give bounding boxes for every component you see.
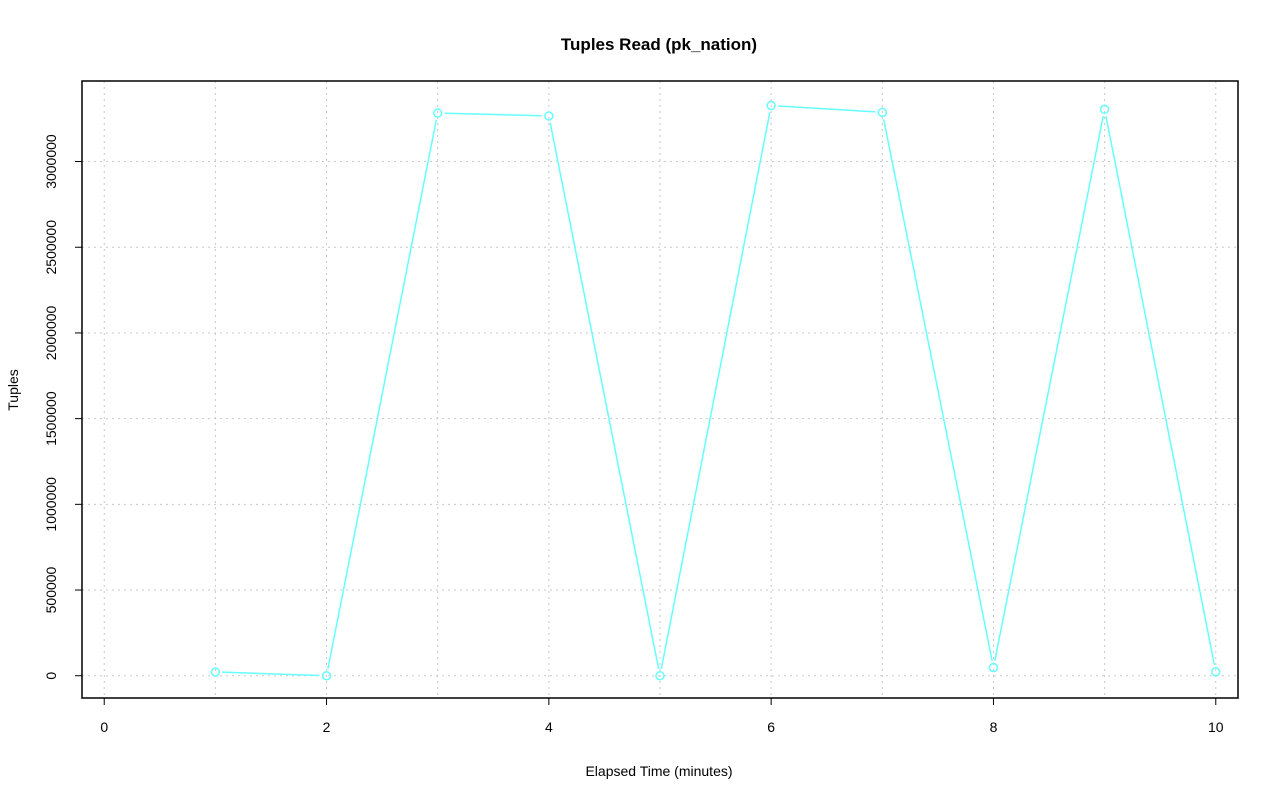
data-point bbox=[655, 670, 665, 681]
data-point bbox=[877, 107, 888, 118]
y-tick-label: 1000000 bbox=[43, 477, 59, 532]
series-line-segment bbox=[222, 671, 320, 677]
data-point bbox=[988, 662, 999, 673]
series-line-segment bbox=[778, 105, 876, 113]
data-point bbox=[544, 111, 554, 121]
data-point bbox=[1211, 667, 1221, 677]
x-tick-label: 8 bbox=[990, 719, 998, 735]
y-axis-label: Tuples bbox=[5, 369, 21, 411]
y-tick-label: 500000 bbox=[43, 566, 59, 613]
y-tick-label: 1500000 bbox=[43, 391, 59, 446]
y-tick-label: 3000000 bbox=[43, 134, 59, 189]
series-line-segment bbox=[882, 119, 993, 661]
series-line-segment bbox=[660, 112, 771, 669]
data-point bbox=[432, 108, 443, 118]
x-axis-label: Elapsed Time (minutes) bbox=[585, 763, 732, 779]
data-point bbox=[766, 100, 776, 111]
x-tick-label: 10 bbox=[1208, 719, 1224, 735]
x-tick-label: 2 bbox=[323, 719, 331, 735]
plot-frame bbox=[81, 80, 1239, 699]
data-point bbox=[210, 667, 221, 677]
series-line-segment bbox=[1105, 116, 1216, 666]
y-tick-label: 2000000 bbox=[43, 305, 59, 360]
y-tick-label: 2500000 bbox=[43, 220, 59, 275]
series-line-segment bbox=[549, 122, 660, 669]
y-tick-label: 0 bbox=[43, 672, 59, 680]
data-point bbox=[1099, 104, 1110, 115]
chart-title: Tuples Read (pk_nation) bbox=[561, 35, 757, 54]
series-line-segment bbox=[994, 115, 1104, 661]
x-tick-label: 0 bbox=[100, 719, 108, 735]
x-tick-label: 4 bbox=[545, 719, 553, 735]
series-line-segment bbox=[444, 112, 542, 117]
x-tick-label: 6 bbox=[767, 719, 775, 735]
data-point bbox=[321, 670, 332, 681]
series-line-segment bbox=[327, 119, 438, 669]
